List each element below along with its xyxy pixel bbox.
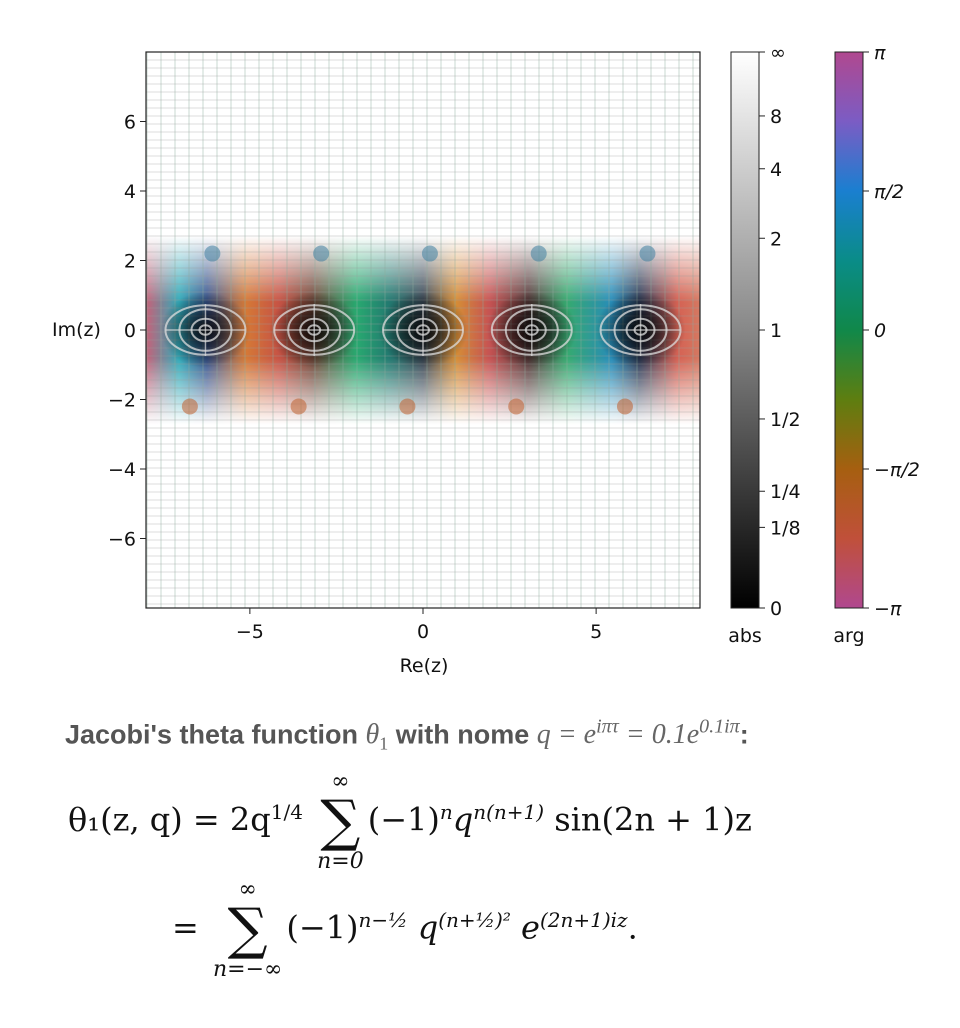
figure-caption: Jacobi's theta function θ1 with nome q =… — [65, 716, 749, 754]
x-axis-label: Re(z) — [400, 655, 449, 677]
y-tick-label: −6 — [108, 529, 136, 551]
arg-tick-label: −π/2 — [874, 459, 920, 481]
caption-mid: with nome — [388, 719, 537, 750]
abs-tick-label: 2 — [770, 228, 782, 250]
arg-tick-label: π — [874, 42, 886, 64]
theta-domain-coloring-figure: −5 0 5 6 4 2 0 −2 −4 −6 Re(z) Im(z) ∞ 8 4 2 1 1/2 1/4 1… — [52, 42, 920, 677]
equation-1: θ₁(z, q) = 2q1/4 ∞ ∑ n=0 (−1)nqn(n+1) sin(2… — [68, 769, 752, 874]
caption-theta: θ1 — [365, 719, 389, 754]
plot-area — [146, 52, 700, 608]
equation-2: = ∞ ∑ n=−∞ (−1)n−½ q(n+½)² e(2n+1)iz. — [172, 877, 638, 982]
x-tick-label: 5 — [590, 621, 602, 643]
critical-point — [290, 398, 307, 415]
abs-tick-label: 1/8 — [770, 517, 801, 539]
critical-point — [399, 398, 416, 415]
x-tick-label: −5 — [236, 621, 264, 643]
arg-tick-label: 0 — [874, 320, 886, 342]
critical-point — [181, 398, 198, 415]
y-axis-label: Im(z) — [52, 319, 101, 341]
y-tick-label: 0 — [124, 320, 136, 342]
abs-tick-label: 4 — [770, 159, 782, 181]
y-tick-label: −4 — [108, 459, 136, 481]
abs-colorbar — [730, 51, 760, 609]
y-tick-label: 2 — [124, 251, 136, 273]
arg-colorbar — [834, 51, 864, 609]
x-tick-label: 0 — [417, 621, 429, 643]
critical-point — [421, 245, 438, 262]
arg-tick-label: −π — [874, 598, 902, 620]
critical-point — [530, 245, 547, 262]
abs-tick-label: ∞ — [770, 42, 786, 64]
critical-point — [616, 398, 633, 415]
abs-tick-label: 0 — [770, 598, 782, 620]
critical-point — [639, 245, 656, 262]
abs-colorbar-label: abs — [728, 625, 762, 647]
abs-tick-label: 1/2 — [770, 409, 801, 431]
critical-point — [204, 245, 221, 262]
critical-point — [313, 245, 330, 262]
arg-colorbar-label: arg — [833, 625, 864, 647]
critical-point — [508, 398, 525, 415]
y-tick-label: 6 — [124, 112, 136, 134]
y-tick-label: −2 — [108, 390, 136, 412]
abs-tick-label: 1 — [770, 320, 782, 342]
caption-nome: q = eiπτ = 0.1e0.1iπ — [536, 716, 740, 751]
y-tick-label: 4 — [124, 181, 136, 203]
arg-tick-label: π/2 — [874, 181, 904, 203]
caption-prefix: Jacobi's theta function — [65, 719, 366, 750]
abs-tick-label: 8 — [770, 106, 782, 128]
abs-tick-label: 1/4 — [770, 481, 801, 503]
